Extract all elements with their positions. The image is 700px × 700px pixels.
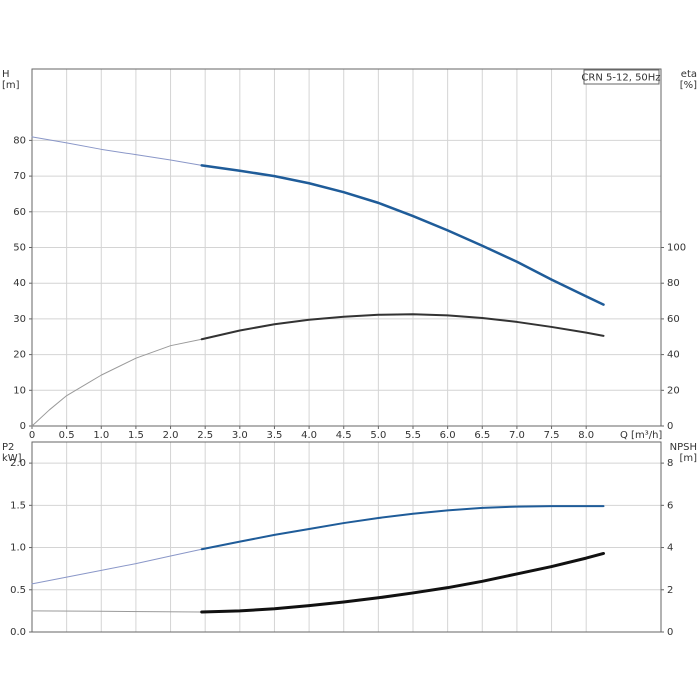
curve <box>31 610 203 613</box>
x-tick-label: 6.5 <box>474 430 490 441</box>
y-tick-label: 70 <box>13 171 26 182</box>
x-tick-label: 1.5 <box>128 430 144 441</box>
x-tick-label: 7.5 <box>544 430 560 441</box>
x-tick-label: 3.0 <box>232 430 248 441</box>
x-tick-label: 4.0 <box>301 430 317 441</box>
y-tick-label: 50 <box>13 243 26 254</box>
x-tick-label: 5.5 <box>405 430 421 441</box>
title-box <box>583 69 660 85</box>
x-tick-label: 6.0 <box>440 430 456 441</box>
x-tick-label: 3.5 <box>267 430 283 441</box>
y-tick-label: 60 <box>13 207 26 218</box>
y-tick-label: 80 <box>13 135 26 146</box>
y-tick-label: 2.0 <box>10 458 26 469</box>
y-axis-title: H <box>2 69 10 80</box>
x-axis-title: Q [m³/h] <box>620 430 662 441</box>
y2-axis-title: [m] <box>679 453 697 464</box>
curve <box>200 164 605 306</box>
curve <box>200 551 605 614</box>
curve <box>31 548 203 585</box>
plot-frame <box>31 441 662 633</box>
y-tick-label: 40 <box>13 278 26 289</box>
x-tick-label: 2.5 <box>197 430 213 441</box>
y2-tick-label: 40 <box>667 350 680 361</box>
x-tick-label: 1.0 <box>93 430 109 441</box>
y2-tick-label: 60 <box>667 314 680 325</box>
y-tick-label: 0.5 <box>10 585 26 596</box>
curve <box>31 338 203 427</box>
y-tick-label: 30 <box>13 314 26 325</box>
y-tick-label: 20 <box>13 350 26 361</box>
x-tick-label: 0.5 <box>59 430 75 441</box>
y2-tick-label: 8 <box>667 458 673 469</box>
y2-tick-label: 4 <box>667 543 673 554</box>
x-tick-label: 4.5 <box>336 430 352 441</box>
x-tick-label: 7.0 <box>509 430 525 441</box>
y2-tick-label: 6 <box>667 500 673 511</box>
y2-axis-title: [%] <box>680 80 697 91</box>
y-tick-label: 0.0 <box>10 627 26 638</box>
plot-frame <box>31 68 662 427</box>
y2-axis-title: eta <box>681 69 697 80</box>
y-axis-title: [m] <box>2 80 20 91</box>
y2-axis-title: NPSH <box>670 442 697 453</box>
y2-tick-label: 80 <box>667 278 680 289</box>
chart-title: CRN 5-12, 50Hz <box>581 73 660 84</box>
y-tick-label: 0 <box>20 421 26 432</box>
y2-tick-label: 0 <box>667 627 673 638</box>
y2-tick-label: 20 <box>667 385 680 396</box>
curve <box>200 505 605 551</box>
y-tick-label: 1.0 <box>10 543 26 554</box>
x-tick-label: 0 <box>29 430 35 441</box>
y-tick-label: 1.5 <box>10 500 26 511</box>
curve <box>200 313 605 341</box>
y2-tick-label: 100 <box>667 243 686 254</box>
x-tick-label: 5.0 <box>370 430 386 441</box>
y2-tick-label: 2 <box>667 585 673 596</box>
y-axis-title: kW] <box>2 453 22 464</box>
x-tick-label: 8.0 <box>578 430 594 441</box>
curve <box>31 136 203 166</box>
y-tick-label: 10 <box>13 385 26 396</box>
x-tick-label: 2.0 <box>163 430 179 441</box>
y-axis-title: P2 <box>2 442 14 453</box>
y2-tick-label: 0 <box>667 421 673 432</box>
